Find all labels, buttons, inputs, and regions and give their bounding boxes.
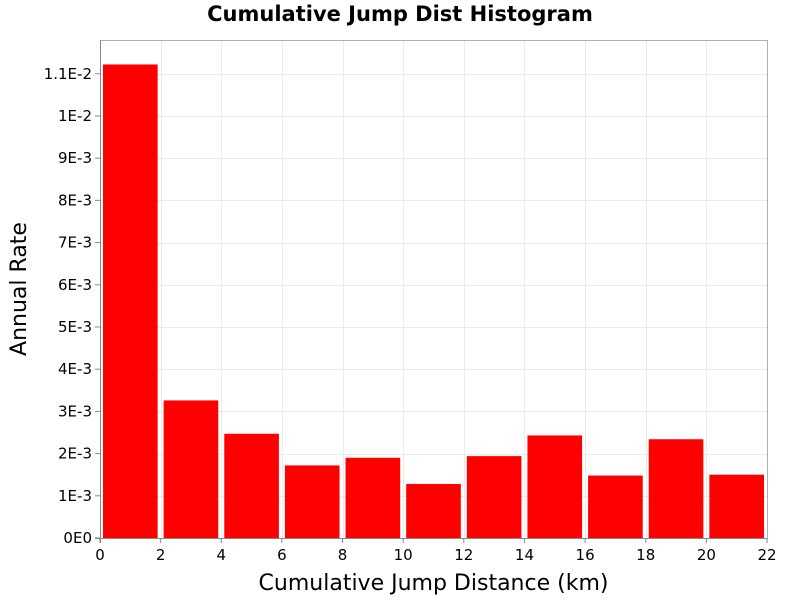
x-tick-label: 16 <box>576 546 595 564</box>
y-tick-label: 2E-3 <box>58 445 92 463</box>
y-tick-label: 4E-3 <box>58 360 92 378</box>
y-tick-label: 5E-3 <box>58 318 92 336</box>
chart-title: Cumulative Jump Dist Histogram <box>207 2 593 26</box>
histogram-bar <box>527 435 583 538</box>
y-axis-ticks: 0E0 1E-3 2E-3 3E-3 4E-3 5E-3 6E-3 7E-3 8E-3 9E-3 1… <box>44 65 100 547</box>
x-axis-ticks: 0 2 4 6 8 10 12 14 16 18 20 22 <box>95 538 777 564</box>
x-tick-label: 20 <box>697 546 716 564</box>
histogram-bar <box>284 465 340 538</box>
histogram-bar <box>588 475 643 538</box>
x-tick-label: 0 <box>95 546 105 564</box>
x-axis-label: Cumulative Jump Distance (km) <box>259 571 609 596</box>
x-tick-label: 2 <box>156 546 166 564</box>
y-tick-label: 6E-3 <box>58 276 92 294</box>
x-tick-label: 18 <box>636 546 655 564</box>
axes <box>95 40 767 543</box>
histogram-bar <box>224 433 279 538</box>
x-tick-label: 14 <box>515 546 534 564</box>
y-tick-label: 1E-3 <box>58 487 92 505</box>
y-tick-label: 0E0 <box>63 529 92 547</box>
histogram-bar <box>103 64 158 538</box>
y-axis-label: Annual Rate <box>7 222 32 356</box>
x-tick-label: 10 <box>394 546 413 564</box>
x-tick-label: 8 <box>338 546 348 564</box>
x-tick-label: 22 <box>757 546 776 564</box>
histogram-bar <box>163 400 219 538</box>
histogram-bar <box>345 457 401 538</box>
histogram-bar <box>709 474 764 538</box>
histogram-bar <box>648 439 704 538</box>
y-tick-label: 3E-3 <box>58 402 92 420</box>
y-tick-label: 1E-2 <box>58 107 92 125</box>
y-tick-label: 1.1E-2 <box>44 65 92 83</box>
y-tick-label: 8E-3 <box>58 191 92 209</box>
x-tick-label: 6 <box>277 546 287 564</box>
x-tick-label: 12 <box>454 546 473 564</box>
bars <box>103 64 764 538</box>
x-tick-label: 4 <box>216 546 226 564</box>
y-tick-label: 7E-3 <box>58 234 92 252</box>
histogram-bar <box>406 483 461 538</box>
histogram-bar <box>466 456 522 538</box>
y-tick-label: 9E-3 <box>58 149 92 167</box>
